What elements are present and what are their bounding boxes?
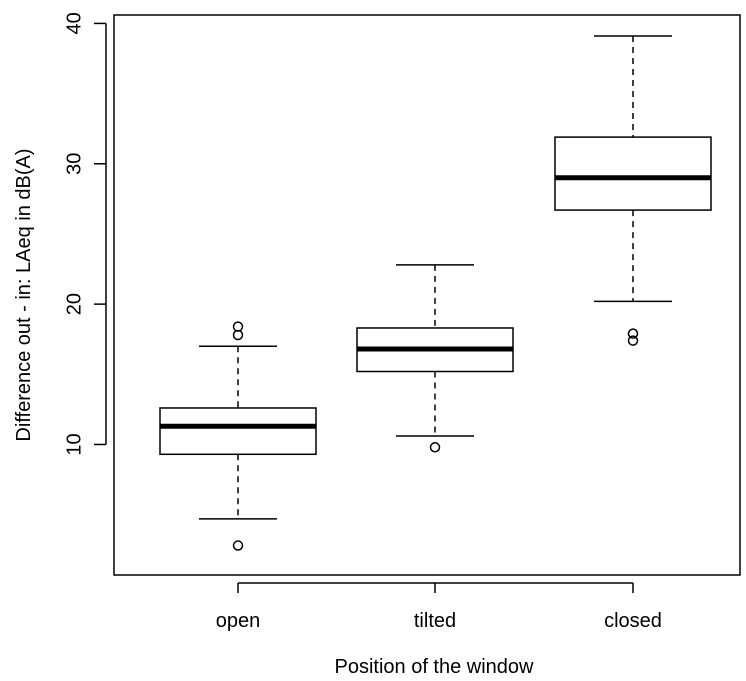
y-tick-label: 30 [63,153,85,175]
plot-area [159,35,712,551]
y-tick-label: 10 [63,433,85,455]
x-tick-label: closed [604,610,662,632]
iqr-box [554,136,712,211]
axis-layer: 10 20 30 40 open tilted closed [63,12,662,632]
iqr-box [159,407,317,456]
x-tick-label: open [216,610,261,632]
outlier-point [232,321,244,332]
x-tick-label: tilted [414,610,456,632]
outlier-point [429,442,441,453]
outlier-point [232,540,244,551]
y-tick-label: 20 [63,293,85,315]
plot-frame [113,14,741,576]
x-axis-title: Position of the window [334,656,534,678]
y-axis-title: Difference out - in: LAeq in dB(A) [13,148,35,441]
outlier-point [627,328,639,339]
y-tick-label: 40 [63,12,85,34]
outlier-point [627,335,639,346]
